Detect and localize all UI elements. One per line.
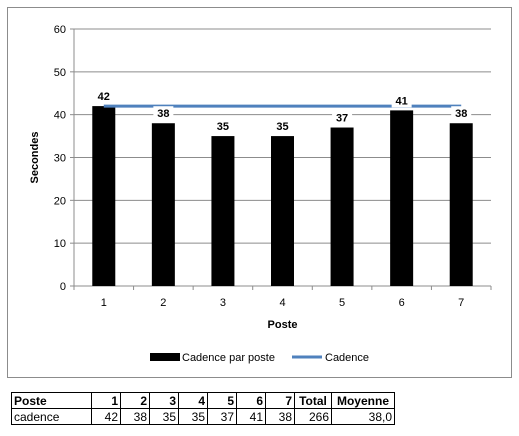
data-label: 38 — [157, 108, 169, 120]
table-header-cell: Moyenne — [331, 392, 395, 409]
y-tick-label: 0 — [60, 281, 66, 293]
y-tick-label: 10 — [54, 238, 66, 250]
table-header-cell: 6 — [236, 392, 266, 409]
x-tick-label: 1 — [101, 297, 107, 309]
legend-label: Cadence — [325, 352, 369, 364]
table-row: cadence 42 38 35 35 37 41 38 266 38,0 — [11, 408, 395, 425]
y-tick-label: 40 — [54, 110, 66, 122]
data-label: 37 — [336, 113, 348, 125]
y-tick-label: 50 — [54, 67, 66, 79]
table-header-cell: 1 — [91, 392, 121, 409]
table-header-cell: 3 — [149, 392, 179, 409]
x-tick-label: 5 — [339, 297, 345, 309]
table-header-cell: 7 — [265, 392, 295, 409]
table-cell: 38 — [120, 408, 150, 425]
bar — [211, 136, 235, 286]
table-cell: 35 — [149, 408, 179, 425]
data-label-bg — [212, 119, 233, 134]
data-table: Poste 1 2 3 4 5 6 7 Total Moyenne cadenc… — [11, 392, 395, 425]
bar — [271, 136, 294, 286]
table-header-cell: Poste — [11, 392, 92, 409]
x-tick-label: 4 — [279, 297, 285, 309]
x-tick-label: 3 — [220, 297, 226, 309]
y-tick-label: 30 — [54, 153, 66, 165]
table-cell: 266 — [294, 408, 332, 425]
x-tick-label: 6 — [399, 297, 405, 309]
chart-area: 0 10 20 30 40 50 60 42 38 35 35 37 41 38 1 2 3 4 5 6 7 Poste S… — [7, 7, 512, 378]
table-header-cell: 5 — [207, 392, 237, 409]
y-tick-label: 20 — [54, 195, 66, 207]
bar — [449, 123, 473, 286]
table-cell: 38,0 — [331, 408, 395, 425]
bar-line-chart: 0 10 20 30 40 50 60 42 38 35 35 37 41 38 1 2 3 4 5 6 7 Poste S… — [29, 24, 492, 364]
legend-swatch-bar — [150, 353, 180, 361]
x-axis-title: Poste — [268, 319, 298, 331]
data-label: 38 — [455, 108, 467, 120]
bar — [390, 110, 414, 286]
data-label-bg — [93, 89, 114, 104]
x-tick-label: 2 — [160, 297, 166, 309]
data-label: 35 — [217, 121, 229, 133]
table-cell: 37 — [207, 408, 237, 425]
bar — [330, 127, 354, 287]
x-tick-label: 7 — [458, 297, 464, 309]
data-label-bg — [451, 106, 472, 121]
data-label: 41 — [396, 95, 408, 107]
bar — [92, 106, 116, 286]
data-label-bg — [332, 110, 353, 125]
table-cell: 41 — [236, 408, 266, 425]
data-label-bg — [272, 119, 293, 134]
data-label: 42 — [98, 91, 110, 103]
table-header-cell: Total — [294, 392, 332, 409]
y-tick-label: 60 — [54, 24, 66, 36]
table-header-row: Poste 1 2 3 4 5 6 7 Total Moyenne — [11, 392, 395, 409]
bar — [151, 123, 175, 286]
data-label: 35 — [276, 121, 288, 133]
data-label-bg — [391, 93, 412, 108]
table-header-cell: 2 — [120, 392, 150, 409]
y-axis-title: Secondes — [29, 132, 41, 184]
data-label-bg — [153, 106, 174, 121]
table-cell: cadence — [11, 408, 92, 425]
table-cell: 42 — [91, 408, 121, 425]
table-header-cell: 4 — [178, 392, 208, 409]
legend-label: Cadence par poste — [182, 352, 275, 364]
table-cell: 35 — [178, 408, 208, 425]
table-cell: 38 — [265, 408, 295, 425]
